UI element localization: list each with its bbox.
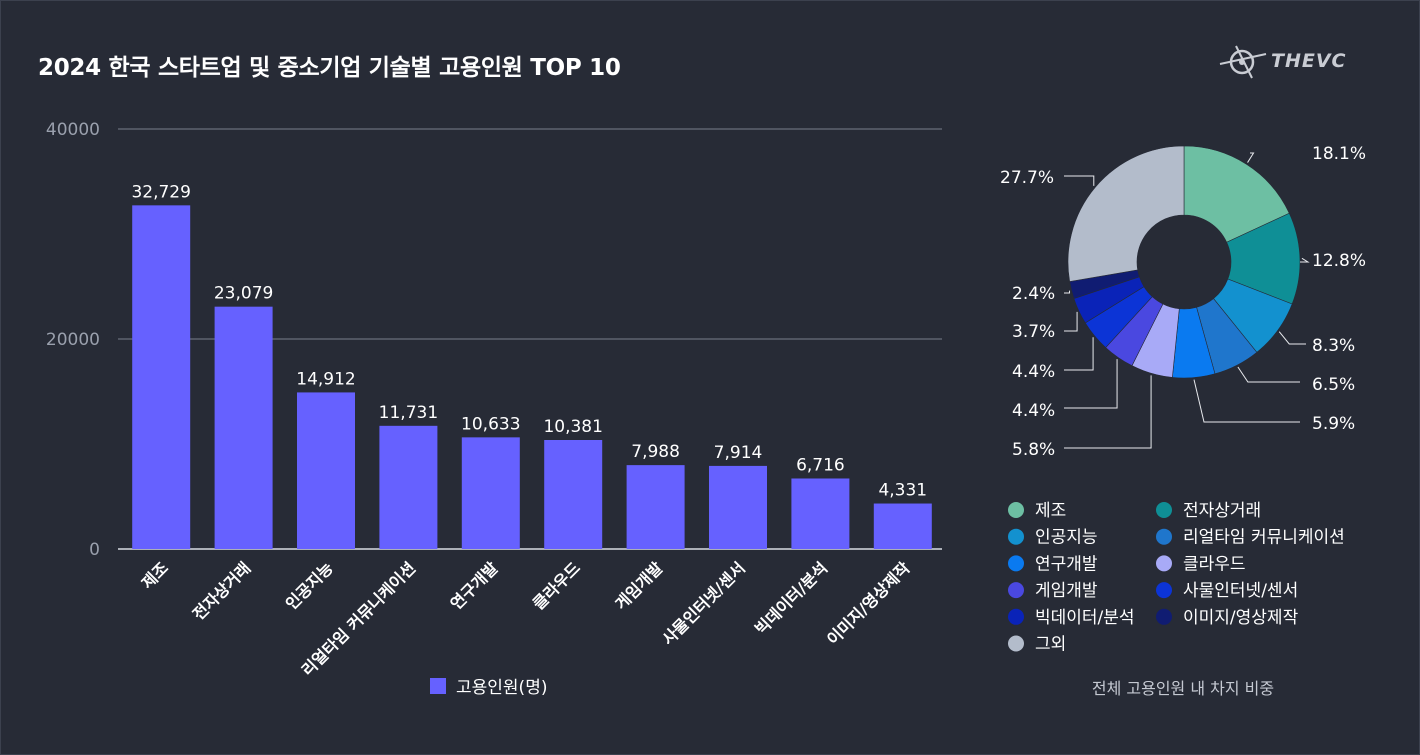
pie-percent-label: 3.7% — [1012, 322, 1055, 342]
pie-legend-swatch — [1008, 582, 1024, 599]
pie-legend-label: 제조 — [1035, 501, 1066, 521]
pie-legend-label: 사물인터넷/센서 — [1183, 581, 1298, 601]
bar — [873, 503, 932, 549]
pie-slice — [1183, 145, 1290, 243]
bar-value-label: 10,381 — [543, 417, 602, 437]
pie-leader-line — [1064, 359, 1118, 409]
pie-legend-swatch — [1008, 502, 1024, 518]
pie-legend-label: 전자상거래 — [1183, 501, 1261, 521]
pie-legend-label: 게임개발 — [1035, 581, 1098, 601]
logo: THEVC — [1218, 42, 1378, 82]
pie-legend-swatch — [1008, 608, 1024, 625]
x-tick-label: 게임개발 — [611, 558, 666, 613]
pie-legend-swatch — [1156, 555, 1172, 572]
pie-leader-line — [1193, 379, 1300, 423]
x-tick-label: 전자상거래 — [189, 558, 254, 623]
pie-caption: 전체 고용인원 내 차지 비중 — [1092, 679, 1274, 698]
bar-value-label: 23,079 — [214, 284, 273, 304]
pie-percent-label: 12.8% — [1312, 251, 1366, 271]
x-tick-label: 클라우드 — [529, 558, 584, 613]
pie-legend-swatch — [1156, 582, 1172, 599]
pie-percent-label: 5.8% — [1012, 440, 1055, 460]
pie-leader-line — [1064, 337, 1094, 371]
pie-percent-label: 4.4% — [1012, 401, 1055, 421]
bar-value-label: 14,912 — [296, 369, 355, 389]
pie-leader-line — [1064, 375, 1152, 449]
pie-legend-swatch — [1008, 635, 1024, 652]
pie-slice — [1067, 145, 1185, 282]
pie-legend-label: 리얼타임 커뮤니케이션 — [1183, 528, 1345, 548]
pie-legend-swatch — [1008, 528, 1024, 545]
bar — [709, 465, 767, 549]
pie-leader-line — [1300, 257, 1310, 263]
x-tick-label: 이미지/영상제작 — [823, 558, 914, 649]
y-tick-label: 20000 — [46, 330, 100, 350]
bar — [544, 439, 603, 549]
pie-leader-line — [1278, 331, 1306, 345]
bar-value-label: 4,331 — [878, 481, 927, 501]
legend-swatch — [430, 678, 446, 694]
pie-percent-label: 2.4% — [1012, 284, 1055, 304]
y-tick-label: 40000 — [46, 120, 100, 140]
x-tick-label: 빅데이터/분석 — [751, 558, 831, 638]
pie-percent-label: 6.5% — [1312, 375, 1355, 395]
pie-percent-label: 27.7% — [1000, 168, 1054, 188]
bar-value-label: 32,729 — [131, 182, 190, 202]
x-tick-label: 사물인터넷/센서 — [658, 558, 748, 648]
pie-legend-swatch — [1156, 502, 1172, 518]
bar — [791, 478, 850, 549]
pie-percent-label: 5.9% — [1312, 414, 1355, 434]
pie-percent-label: 8.3% — [1312, 336, 1355, 356]
pie-legend-label: 이미지/영상제작 — [1183, 608, 1299, 628]
satellite-logo-icon — [1219, 45, 1267, 79]
x-tick-label: 제조 — [138, 558, 172, 592]
y-tick-label: 0 — [89, 540, 100, 560]
pie-legend-swatch — [1156, 608, 1172, 625]
pie-leader-line — [1064, 290, 1071, 294]
pie-legend-label: 빅데이터/분석 — [1035, 608, 1135, 628]
logo-text: THEVC — [1271, 50, 1347, 72]
pie-leader-line — [1064, 311, 1078, 332]
bar-value-label: 10,633 — [461, 414, 520, 434]
page-title: 2024 한국 스타트업 및 중소기업 기술별 고용인원 TOP 10 — [38, 55, 621, 81]
pie-legend-label: 인공지능 — [1035, 528, 1098, 548]
x-tick-label: 인공지능 — [282, 558, 337, 613]
bar — [132, 205, 191, 549]
bar — [626, 465, 685, 549]
bar-value-label: 7,914 — [714, 443, 763, 463]
pie-legend-label: 그외 — [1035, 635, 1066, 655]
bar-value-label: 7,988 — [631, 442, 680, 462]
pie-legend-label: 클라우드 — [1183, 554, 1246, 574]
bar — [461, 437, 520, 549]
pie-leader-line — [1237, 366, 1300, 383]
bar — [379, 425, 438, 549]
bar-value-label: 6,716 — [796, 455, 845, 475]
pie-legend-label: 연구개발 — [1035, 554, 1098, 574]
pie-leader-line — [1064, 175, 1095, 186]
legend-label: 고용인원(명) — [456, 678, 547, 698]
bar — [297, 392, 355, 549]
pie-percent-label: 4.4% — [1012, 362, 1055, 382]
pie-percent-label: 18.1% — [1312, 144, 1366, 164]
pie-legend-swatch — [1008, 555, 1024, 572]
bar-value-label: 11,731 — [379, 403, 438, 423]
pie-leader-line — [1247, 152, 1255, 163]
bar — [214, 306, 273, 549]
pie-legend-swatch — [1156, 528, 1172, 545]
x-tick-label: 연구개발 — [447, 558, 502, 613]
